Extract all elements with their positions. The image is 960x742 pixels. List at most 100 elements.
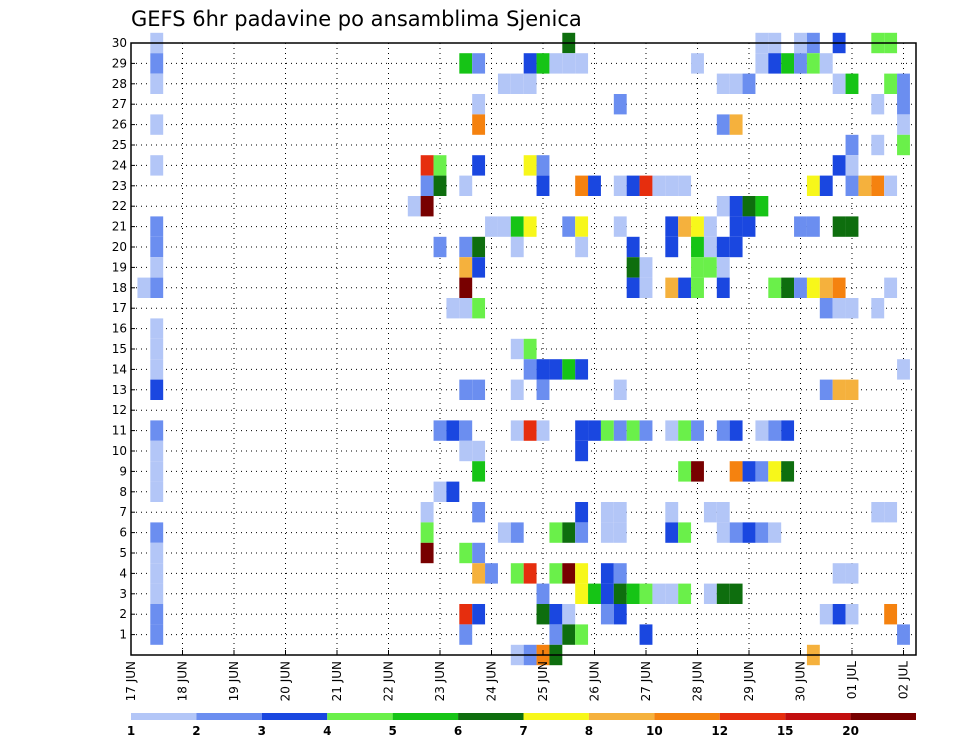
heatmap-cell [459,542,473,564]
heatmap-cell [742,73,756,94]
heatmap-cell [446,420,460,441]
heatmap-cell [575,359,589,380]
heatmap-cell [446,481,460,502]
colorbar-segment [392,713,459,720]
x-tick-label: 23 JUN [433,661,447,701]
heatmap-cell [433,236,447,258]
heatmap-cell [150,481,164,502]
heatmap-cell [575,502,589,523]
heatmap-cell [562,604,576,625]
heatmap-cell [691,461,704,482]
y-tick-label: 29 [112,56,127,70]
heatmap-cell [639,420,653,441]
heatmap-cell [150,114,164,135]
heatmap-cell [575,563,589,584]
heatmap-cell [575,420,589,441]
heatmap-cell [794,277,807,298]
heatmap-cell [562,359,576,380]
heatmap-cell [472,257,486,278]
x-tick-label: 02 JUL [897,661,911,699]
y-tick-label: 20 [112,240,127,254]
heatmap-cell [485,563,498,584]
heatmap-cell [703,236,717,258]
colorbar-label: 10 [646,724,663,738]
heatmap-cell [575,236,589,258]
heatmap-cell [742,196,756,217]
heatmap-cell [665,502,679,523]
heatmap-cell [562,563,576,584]
colorbar-segment [588,713,655,720]
y-tick-label: 1 [119,628,127,642]
heatmap-cell [472,502,486,523]
heatmap-cell [575,440,589,462]
heatmap-cell [665,522,679,543]
heatmap-cell [806,277,820,298]
heatmap-cell [459,236,473,258]
heatmap-cell [665,420,679,441]
x-tick-label: 19 JUN [227,661,241,701]
heatmap-cell [832,604,846,625]
heatmap-cell [897,624,910,645]
colorbar-label: 8 [585,724,593,738]
heatmap-cell [729,583,743,604]
heatmap-cell [575,624,589,645]
heatmap-cell [755,461,769,482]
heatmap-cell [600,420,614,441]
heatmap-cell [549,563,563,584]
heatmap-cell [588,420,601,441]
heatmap-cell [588,583,601,604]
heatmap-cell [665,216,679,237]
heatmap-cell [691,257,704,278]
y-tick-label: 10 [112,444,127,458]
heatmap-cell [472,461,486,482]
x-tick-labels: 17 JUN 18 JUN 19 JUN 20 JUN 21 JUN 22 JUN 23 J… [124,650,911,701]
y-tick-label: 9 [119,464,127,478]
heatmap-cell [150,379,164,400]
heatmap-cell [665,277,679,298]
heatmap-cell [832,277,846,298]
heatmap-cell [150,236,164,258]
heatmap-cell [897,359,910,380]
heatmap-cell [510,420,524,441]
y-tick-label: 8 [119,485,127,499]
heatmap-cell [536,583,550,604]
heatmap-cell [523,338,537,360]
heatmap-cell [613,175,627,196]
heatmap-cell [510,338,524,360]
heatmap-cell [665,236,679,258]
heatmap-cell [523,420,537,441]
heatmap-cell [459,604,473,625]
heatmap-cell [729,73,743,94]
heatmap-cell [832,216,846,237]
heatmap-cell [575,583,589,604]
heatmap-cell [794,216,807,237]
grid-lines [131,42,916,655]
x-tick-label: 26 JUN [588,661,602,701]
heatmap-cell [729,461,743,482]
heatmap-cell [497,522,511,543]
heatmap-cell [150,440,164,462]
heatmap-cell [845,155,859,176]
y-tick-label: 13 [112,383,127,397]
heatmap-cell [626,236,640,258]
heatmap-cell [485,216,498,237]
heatmap-cell [819,175,833,196]
heatmap-cell [497,216,511,237]
heatmap-cell [150,155,164,176]
heatmap-cell [523,53,537,74]
colorbar-segment [719,713,786,720]
colorbar-segment [196,713,262,720]
colorbar-label: 6 [454,724,462,738]
heatmap-cell [459,379,473,400]
heatmap-cell [716,73,730,94]
heatmap-cell [150,53,164,74]
x-tick-label: 30 JUN [794,661,808,701]
heatmap-cell [884,277,898,298]
heatmap-cell [897,114,910,135]
heatmap-cell [472,94,486,115]
x-tick-label: 25 JUN [536,661,550,701]
y-tick-labels: 1234567891011121314151617181920212223242… [112,36,135,642]
x-tick-label: 01 JUL [845,661,859,699]
heatmap-cell [691,236,704,258]
heatmap-cell [678,420,692,441]
